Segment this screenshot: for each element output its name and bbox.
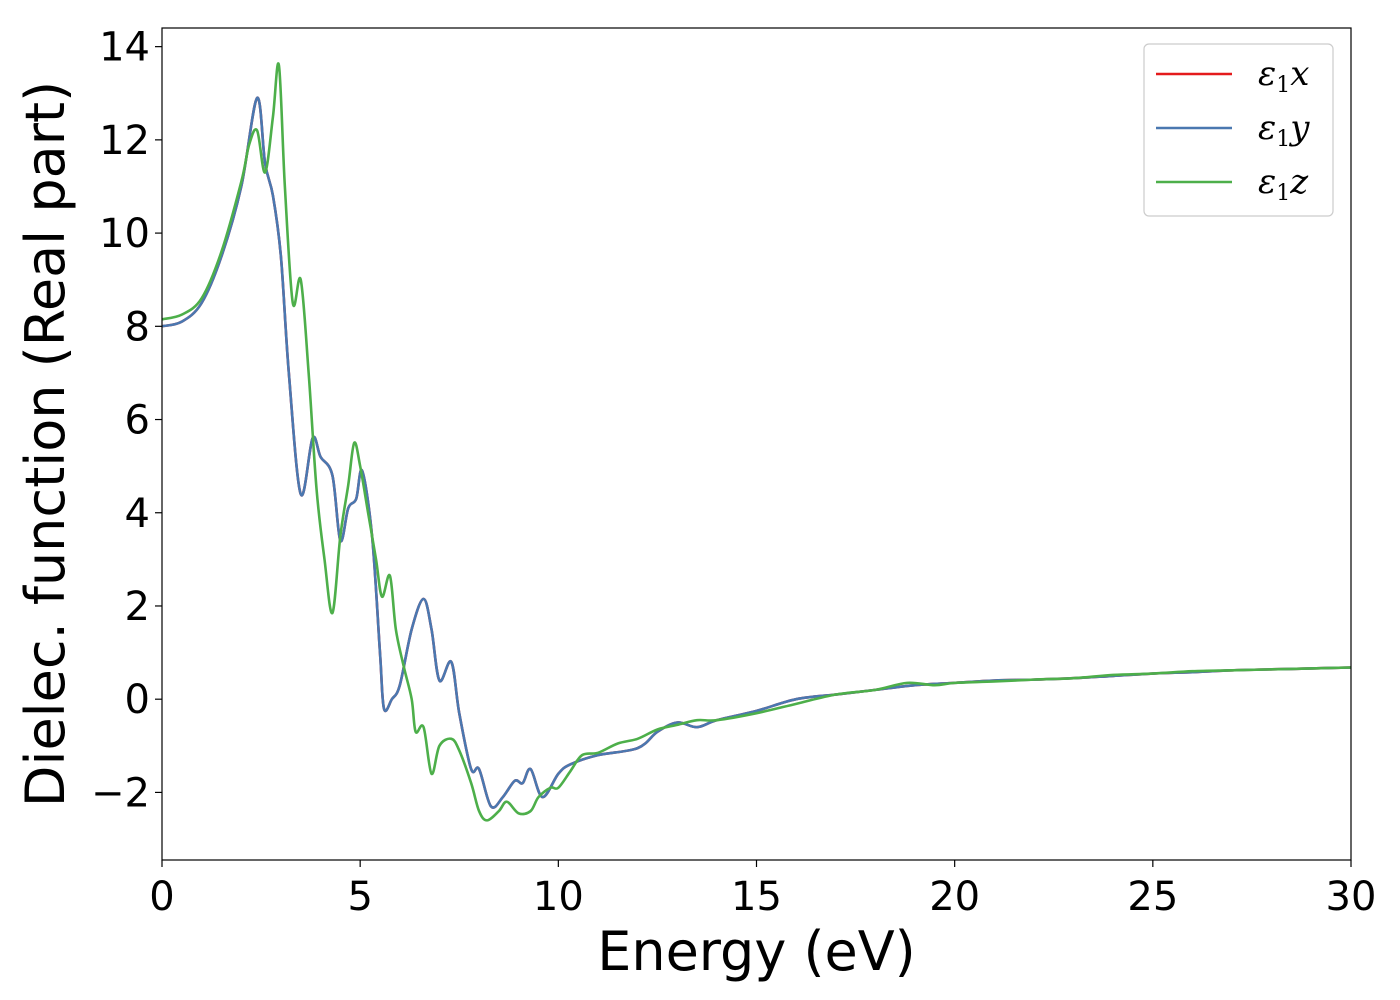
- y-tick-label: 12: [99, 118, 150, 164]
- y-tick-label: 4: [125, 491, 150, 537]
- y-tick-label: 0: [125, 677, 150, 723]
- legend-box: [1143, 43, 1334, 217]
- y-axis: −2 0 2 4 6 8 10 12 14: [91, 25, 162, 816]
- legend-label-z: ε1z: [1258, 162, 1309, 206]
- x-axis: 0 5 10 15 20 25 30: [149, 860, 1376, 920]
- y-axis-label: Dielec. function (Real part): [14, 81, 77, 807]
- y-tick-label: 14: [99, 25, 150, 71]
- y-tick-label: −2: [91, 770, 150, 816]
- legend-label-y: ε1y: [1258, 108, 1310, 152]
- x-tick-label: 15: [731, 874, 782, 920]
- legend-label-x: ε1x: [1258, 54, 1309, 98]
- y-tick-label: 10: [99, 211, 150, 257]
- x-tick-label: 20: [929, 874, 980, 920]
- series-line-z: [162, 62, 1351, 822]
- y-tick-label: 8: [125, 304, 150, 350]
- y-tick-label: 6: [125, 398, 150, 444]
- x-tick-label: 10: [533, 874, 584, 920]
- x-axis-label: Energy (eV): [597, 920, 916, 983]
- legend: ε1x ε1y ε1z: [1143, 43, 1334, 217]
- y-tick-label: 2: [125, 584, 150, 630]
- x-tick-label: 5: [347, 874, 372, 920]
- plot-area: [162, 62, 1351, 822]
- x-tick-label: 25: [1127, 874, 1178, 920]
- x-tick-label: 30: [1326, 874, 1377, 920]
- x-tick-label: 0: [149, 874, 174, 920]
